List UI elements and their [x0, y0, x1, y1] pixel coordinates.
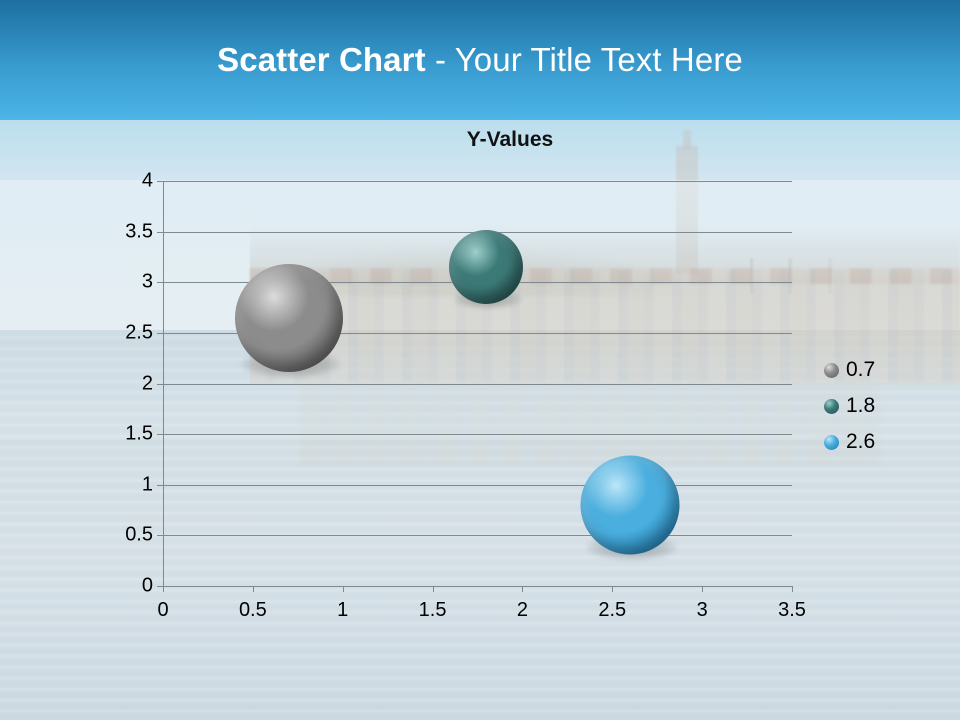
x-axis-label: 1	[337, 599, 349, 621]
y-axis-label: 0.5	[125, 523, 153, 546]
y-axis-label: 0	[141, 574, 153, 597]
title-bar: Scatter Chart - Your Title Text Here	[0, 0, 960, 120]
gridline-horizontal	[163, 434, 792, 436]
y-axis-label: 3.5	[125, 220, 153, 243]
gridline-horizontal	[163, 181, 792, 182]
x-axis-tick	[522, 586, 524, 592]
bubble-data-point[interactable]	[234, 263, 343, 379]
x-axis-label: 0.5	[238, 599, 267, 621]
x-axis-tick	[702, 586, 704, 592]
x-axis-tick	[612, 586, 614, 592]
chart-title: Y-Values	[466, 128, 554, 151]
x-axis-tick	[342, 586, 344, 592]
y-axis-tick	[157, 535, 163, 537]
legend-item[interactable]: 0.7	[824, 352, 875, 388]
x-axis-tick	[163, 586, 164, 592]
y-axis-tick	[157, 383, 163, 385]
photo-tower-spire	[683, 130, 691, 150]
bubble-data-point[interactable]	[580, 455, 680, 561]
x-axis-tick	[792, 586, 793, 592]
legend-marker-icon	[824, 434, 839, 450]
y-axis-label: 1.5	[125, 422, 153, 445]
x-axis-label: 2	[516, 599, 528, 621]
plot-area: 0 0.5 1 1.5 2 2.5 3 3.5 4 0 0.5 1 1.5 2 2.5 3 3.5	[125, 170, 806, 622]
y-axis-label: 2	[141, 372, 153, 394]
x-axis-label: 2.5	[598, 599, 627, 621]
x-axis-line	[163, 586, 792, 587]
legend-label: 1.8	[846, 394, 876, 417]
y-axis-label: 2.5	[125, 321, 153, 344]
bubble-surface	[234, 263, 343, 372]
y-axis-tick	[157, 484, 163, 486]
slide-title-rest: - Your Title Text Here	[425, 41, 743, 78]
x-axis-tick	[252, 586, 254, 592]
y-axis-tick	[157, 282, 163, 284]
legend-marker-icon	[824, 398, 839, 414]
x-axis-label: 3	[696, 599, 708, 621]
x-axis-label: 1.5	[418, 599, 447, 621]
legend-marker-icon	[824, 362, 839, 378]
y-axis-label: 3	[141, 270, 153, 293]
slide-title-bold: Scatter Chart	[217, 41, 426, 78]
bubble-surface	[449, 230, 524, 305]
gridline-horizontal	[163, 484, 792, 486]
bubble-data-point[interactable]	[449, 230, 524, 309]
gridline-horizontal	[163, 535, 792, 537]
y-axis-tick	[157, 231, 163, 233]
x-axis-label: 0	[157, 599, 169, 621]
bubble-surface	[580, 455, 680, 555]
legend-item[interactable]: 1.8	[824, 388, 875, 424]
legend-item[interactable]: 2.6	[824, 424, 875, 460]
legend-label: 2.6	[846, 430, 876, 453]
gridline-horizontal	[163, 332, 792, 334]
legend-label: 0.7	[846, 358, 876, 381]
y-axis-tick	[157, 586, 163, 587]
x-axis-tick	[432, 586, 434, 592]
x-axis-label: 3.5	[778, 599, 806, 621]
y-axis-tick	[157, 332, 163, 334]
slide-title: Scatter Chart - Your Title Text Here	[0, 0, 960, 120]
photo-haze-overlay	[0, 180, 960, 440]
y-axis-label: 1	[141, 473, 153, 496]
chart-legend: 0.7 1.8 2.6	[824, 352, 875, 460]
y-axis-tick	[157, 434, 163, 436]
gridline-horizontal	[163, 383, 792, 385]
y-axis-label: 4	[141, 169, 153, 192]
y-axis-tick	[157, 181, 163, 182]
